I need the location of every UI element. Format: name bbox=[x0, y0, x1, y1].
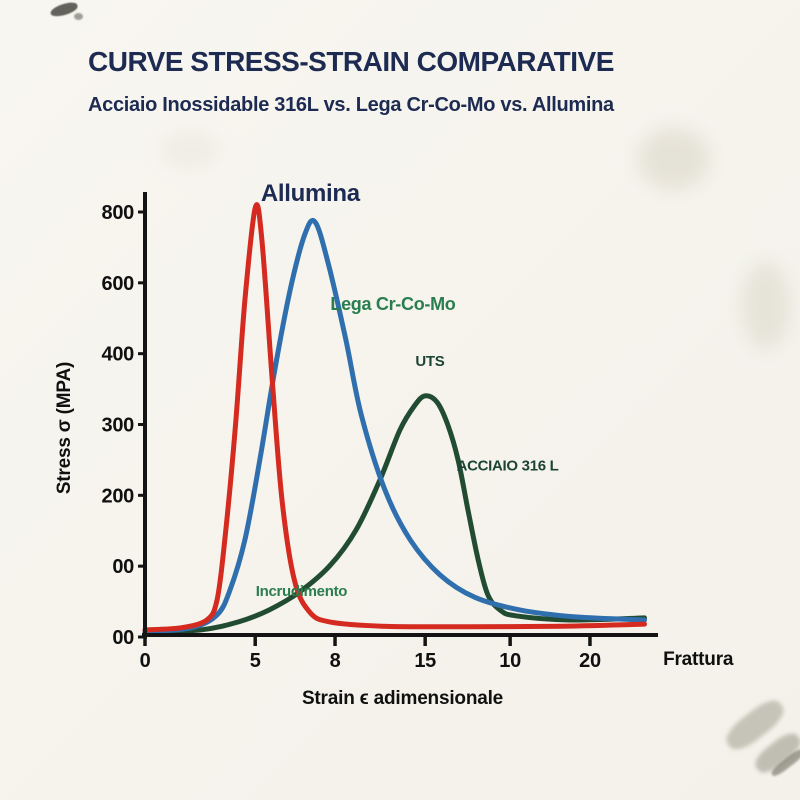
x-tick-label: 0 bbox=[140, 650, 151, 672]
annotation-acciaio-316-l: ACCIAIO 316 L bbox=[457, 457, 559, 474]
x-tick-label: 15 bbox=[414, 650, 436, 672]
series-allumina-curve bbox=[142, 202, 647, 633]
x-tick-label: 10 bbox=[499, 650, 521, 672]
series-lega-cr-co-mo-curve bbox=[142, 217, 647, 635]
page-subtitle: Acciaio Inossidable 316L vs. Lega Cr-Co-… bbox=[88, 94, 614, 116]
y-tick-label: 300 bbox=[102, 415, 135, 437]
annotation-incrudimento: Incrudimento bbox=[256, 583, 348, 600]
annotation-uts: UTS bbox=[415, 353, 444, 370]
x-tick-label: 8 bbox=[330, 650, 341, 672]
y-tick-label: 800 bbox=[102, 202, 135, 224]
x-axis-label: Strain ϵ adimensionale bbox=[301, 688, 504, 709]
annotation-allumina: Allumina bbox=[261, 180, 361, 207]
annotation-lega-cr-co-mo: Lega Cr-Co-Mo bbox=[330, 294, 455, 314]
x-tick-label: 5 bbox=[250, 650, 261, 672]
page-title: CURVE STRESS-STRAIN COMPARATIVE bbox=[88, 46, 614, 77]
x-tick-label: 20 bbox=[579, 650, 601, 672]
y-tick-label: 400 bbox=[102, 344, 135, 366]
y-tick-label: 600 bbox=[102, 273, 135, 295]
y-tick-label: 00 bbox=[112, 556, 134, 578]
y-tick-label: 200 bbox=[102, 485, 135, 507]
y-tick-label: 00 bbox=[112, 627, 134, 649]
series-acciaio-316-l-curve bbox=[142, 393, 647, 636]
x-end-label: Frattura bbox=[663, 649, 734, 670]
